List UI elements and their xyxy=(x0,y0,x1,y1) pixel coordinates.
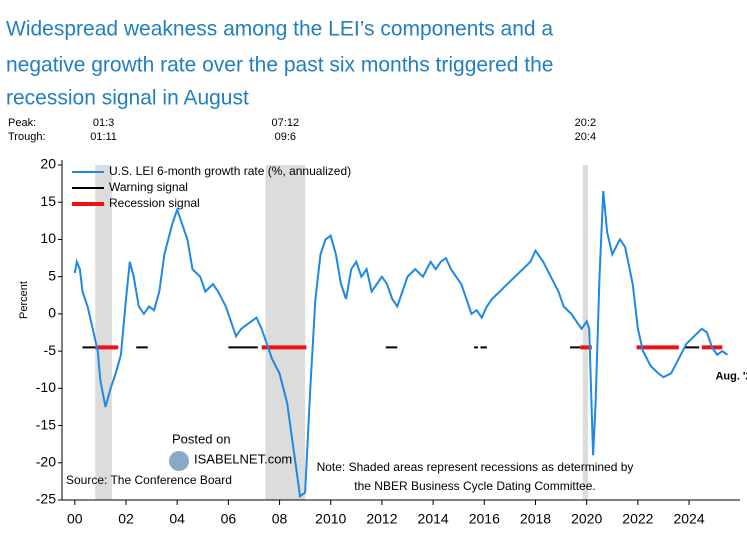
x-tick-label: 2010 xyxy=(315,511,346,527)
x-tick-label: 2022 xyxy=(622,511,653,527)
y-tick-label: 15 xyxy=(40,193,56,209)
recession-band xyxy=(95,165,112,500)
chart-title: Widespread weakness among the LEI’s comp… xyxy=(6,18,553,41)
watermark-logo xyxy=(169,451,189,471)
source: Source: The Conference Board xyxy=(66,473,232,487)
legend-label: Recession signal xyxy=(109,196,200,210)
watermark: ISABELNET.com xyxy=(194,451,292,466)
y-axis-label: Percent xyxy=(18,281,30,319)
note: Note: Shaded areas represent recessions … xyxy=(317,460,634,474)
peak-date: 20:2 xyxy=(575,117,596,129)
y-tick-label: -20 xyxy=(36,453,56,469)
x-tick-label: 2012 xyxy=(366,511,397,527)
peak-date: 01:3 xyxy=(93,117,114,129)
peak-label: Peak: xyxy=(8,117,36,129)
x-tick-label: 2020 xyxy=(571,511,602,527)
note: the NBER Business Cycle Dating Committee… xyxy=(354,479,595,493)
trough-label: Trough: xyxy=(8,131,46,143)
y-tick-label: 20 xyxy=(40,156,56,172)
trough-date: 09:6 xyxy=(275,131,296,143)
y-tick-label: 10 xyxy=(40,230,56,246)
trough-date: 01:11 xyxy=(90,131,117,143)
y-tick-label: -5 xyxy=(44,342,57,358)
trough-date: 20:4 xyxy=(575,131,596,143)
x-tick-label: 2018 xyxy=(520,511,551,527)
chart-title: recession signal in August xyxy=(6,87,249,110)
y-tick-label: 0 xyxy=(48,305,56,321)
y-tick-label: -25 xyxy=(36,491,56,507)
recession-band xyxy=(265,165,306,500)
x-tick-label: 2024 xyxy=(673,511,704,527)
y-tick-label: -10 xyxy=(36,379,56,395)
recession-band xyxy=(582,165,588,500)
x-tick-label: 08 xyxy=(272,511,288,527)
annotation: Aug. '25 xyxy=(715,371,747,383)
y-tick-label: -15 xyxy=(36,416,56,432)
x-tick-label: 2014 xyxy=(418,511,449,527)
x-tick-label: 2016 xyxy=(469,511,500,527)
legend-label: U.S. LEI 6-month growth rate (%, annuali… xyxy=(109,164,351,178)
legend-label: Warning signal xyxy=(109,180,188,194)
watermark: Posted on xyxy=(172,431,231,446)
x-tick-label: 06 xyxy=(221,511,237,527)
y-tick-label: 5 xyxy=(48,267,56,283)
data-line xyxy=(73,191,728,499)
x-tick-label: 02 xyxy=(118,511,134,527)
x-tick-label: 04 xyxy=(169,511,185,527)
chart-title: negative growth rate over the past six m… xyxy=(6,54,553,77)
x-tick-label: 00 xyxy=(67,511,83,527)
peak-date: 07:12 xyxy=(272,117,300,129)
